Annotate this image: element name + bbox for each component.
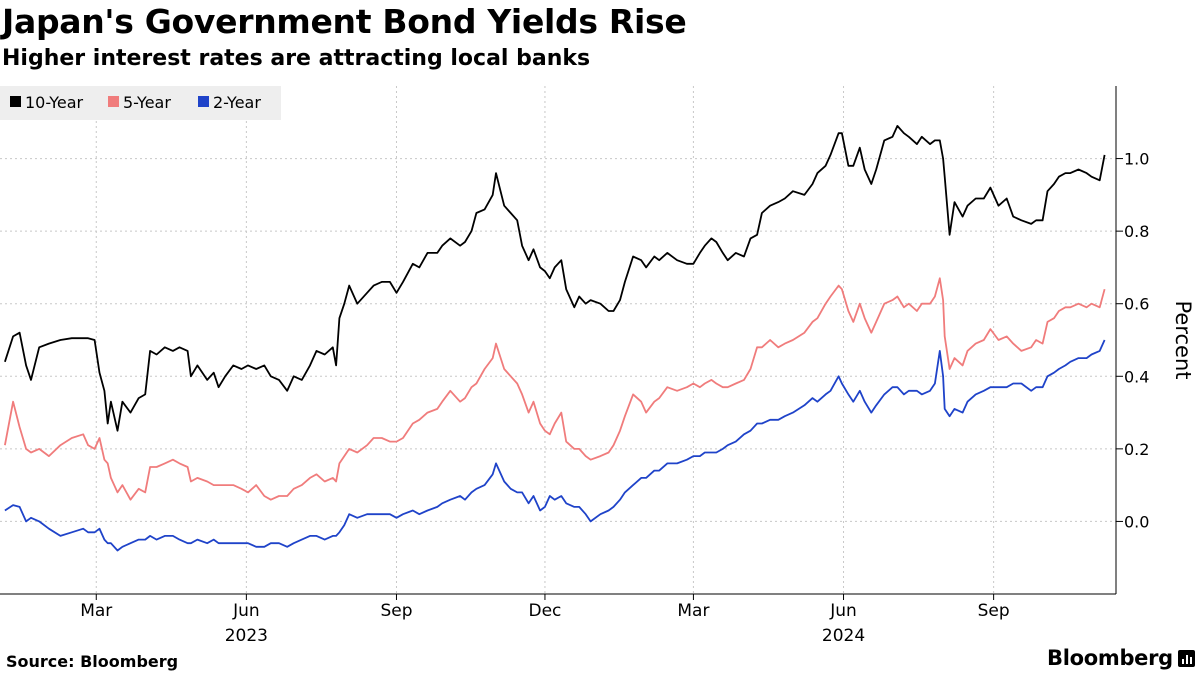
x-tick-label: Sep	[978, 601, 1010, 621]
y-tick-label: 0.8	[1124, 222, 1149, 241]
legend-label-5-year: 5-Year	[123, 93, 171, 112]
legend-background	[0, 86, 281, 120]
x-year-label: 2023	[225, 626, 268, 646]
series-line-10-year	[4, 125, 1106, 432]
x-tick-label: Mar	[80, 601, 112, 621]
chart-title: Japan's Government Bond Yields Rise	[2, 2, 687, 41]
x-tick-label: Dec	[528, 601, 561, 621]
legend-swatch-5-year	[108, 96, 119, 107]
series-line-2-year	[4, 339, 1106, 552]
source-note: Source: Bloomberg	[6, 652, 179, 671]
legend: 10-Year 5-Year 2-Year	[0, 86, 281, 120]
y-tick-label: 1.0	[1124, 150, 1149, 169]
legend-label-10-year: 10-Year	[25, 93, 84, 112]
x-tick-label: Mar	[677, 601, 709, 621]
y-axis-title: Percent	[1171, 300, 1195, 379]
legend-label-2-year: 2-Year	[213, 93, 261, 112]
x-tick-label: Jun	[829, 601, 857, 621]
series-line-5-year	[4, 277, 1106, 501]
axes: 0.0 0.2 0.4 0.6 0.8 1.0 Mar Jun Sep Dec Mar Jun Sep 2…	[0, 86, 1195, 646]
y-tick-label: 0.4	[1124, 367, 1149, 386]
y-tick-label: 0.0	[1124, 512, 1149, 531]
y-tick-label: 0.6	[1124, 295, 1149, 314]
legend-swatch-10-year	[10, 96, 21, 107]
series-lines	[4, 125, 1106, 552]
x-tick-label: Jun	[232, 601, 260, 621]
y-tick-label: 0.2	[1124, 440, 1149, 459]
legend-swatch-2-year	[198, 96, 209, 107]
x-year-label: 2024	[822, 626, 865, 646]
bloomberg-icon	[1178, 650, 1195, 667]
x-tick-label: Sep	[380, 601, 412, 621]
brand-logo-text: Bloomberg	[1047, 646, 1173, 670]
plot-background	[0, 86, 1116, 594]
chart-subtitle: Higher interest rates are attracting loc…	[2, 46, 591, 71]
